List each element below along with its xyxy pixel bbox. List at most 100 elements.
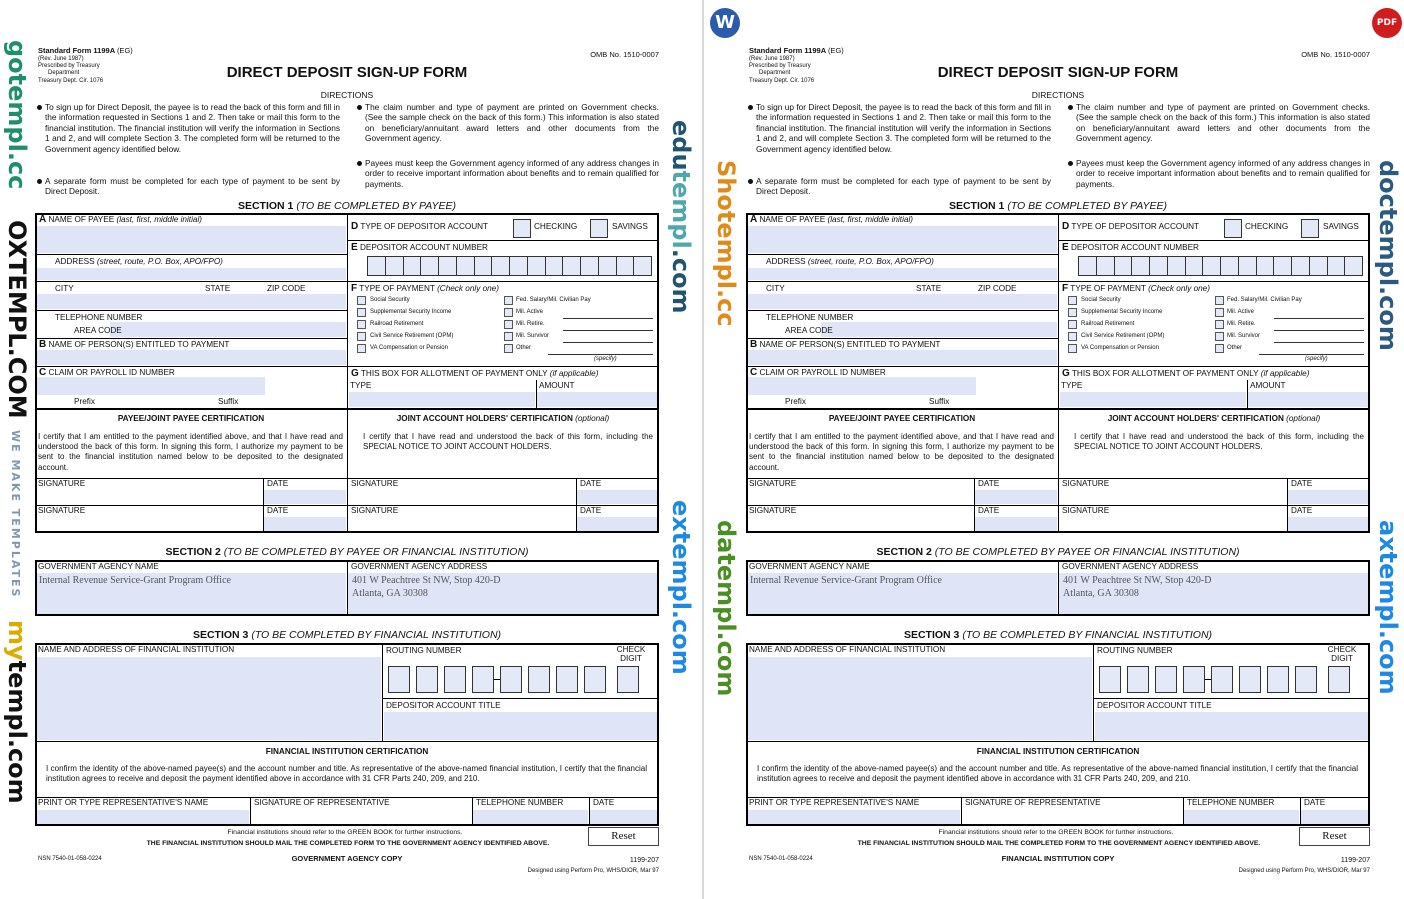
rep-name-field[interactable] <box>748 810 960 824</box>
rep-date-field[interactable] <box>590 810 658 824</box>
address-field[interactable] <box>748 268 1057 280</box>
mil-retire-line[interactable] <box>1274 330 1364 331</box>
entitled-persons-field[interactable] <box>37 350 346 365</box>
city-state-zip-field[interactable] <box>748 294 1057 309</box>
agency-name-field[interactable] <box>37 573 346 614</box>
mil-survivor-line[interactable] <box>563 342 653 343</box>
prefix-label: Prefix <box>785 397 806 406</box>
other-specify-line[interactable] <box>1259 354 1364 355</box>
agency-address-line2[interactable]: Atlanta, GA 30308 <box>1063 588 1139 599</box>
routing-digit[interactable] <box>1099 666 1121 693</box>
joint-date-field-2[interactable] <box>577 517 658 532</box>
payee-name-field[interactable] <box>748 226 1057 253</box>
agency-address-line1[interactable]: 401 W Peachtree St NW, Stop 420-D <box>1063 575 1212 586</box>
agency-name-value[interactable]: Internal Revenue Service-Grant Program O… <box>750 575 942 586</box>
allotment-type-field[interactable] <box>349 392 535 407</box>
allotment-type-field[interactable] <box>1060 392 1246 407</box>
fi-name-field[interactable] <box>748 657 1092 740</box>
payment-checkbox[interactable] <box>1068 308 1077 317</box>
routing-digit[interactable] <box>1295 666 1317 693</box>
routing-digit[interactable] <box>1155 666 1177 693</box>
payment-checkbox[interactable] <box>357 308 366 317</box>
account-number-input[interactable] <box>1078 256 1363 276</box>
agency-name-field[interactable] <box>748 573 1057 614</box>
routing-digit[interactable] <box>1211 666 1233 693</box>
allotment-amount-field[interactable] <box>1248 392 1369 407</box>
routing-digit[interactable] <box>528 666 550 693</box>
payment-checkbox[interactable] <box>357 296 366 305</box>
fi-name-field[interactable] <box>37 657 381 740</box>
check-digit-input[interactable] <box>1328 666 1350 693</box>
routing-digit[interactable] <box>556 666 578 693</box>
other-specify-line[interactable] <box>548 354 653 355</box>
payment-checkbox[interactable] <box>1215 320 1224 329</box>
entitled-persons-field[interactable] <box>748 350 1057 365</box>
payment-checkbox[interactable] <box>504 296 513 305</box>
payment-checkbox[interactable] <box>1215 332 1224 341</box>
routing-digit[interactable] <box>1239 666 1261 693</box>
checking-checkbox[interactable] <box>513 219 531 238</box>
account-title-field[interactable] <box>1095 712 1369 740</box>
rep-name-field[interactable] <box>37 810 249 824</box>
payment-checkbox[interactable] <box>1215 344 1224 353</box>
mil-retire-line[interactable] <box>563 330 653 331</box>
routing-digit[interactable] <box>472 666 494 693</box>
telephone-field[interactable] <box>821 322 1057 337</box>
telephone-field[interactable] <box>110 322 346 337</box>
agency-name-value[interactable]: Internal Revenue Service-Grant Program O… <box>39 575 231 586</box>
rep-telephone-field[interactable] <box>473 810 588 824</box>
checking-checkbox[interactable] <box>1224 219 1242 238</box>
payment-checkbox[interactable] <box>1215 308 1224 317</box>
payment-checkbox[interactable] <box>1068 344 1077 353</box>
allotment-amount-field[interactable] <box>537 392 658 407</box>
mil-active-line[interactable] <box>1274 318 1364 319</box>
joint-date-field[interactable] <box>1288 490 1369 504</box>
reset-button[interactable]: Reset <box>588 827 659 846</box>
address-field[interactable] <box>37 268 346 280</box>
routing-digit[interactable] <box>500 666 522 693</box>
payee-name-field[interactable] <box>37 226 346 253</box>
payment-checkbox[interactable] <box>1068 332 1077 341</box>
routing-digit[interactable] <box>1183 666 1205 693</box>
rep-telephone-field[interactable] <box>1184 810 1299 824</box>
joint-date-field-2[interactable] <box>1288 517 1369 532</box>
payment-checkbox[interactable] <box>1068 296 1077 305</box>
payment-checkbox[interactable] <box>357 344 366 353</box>
routing-digit[interactable] <box>444 666 466 693</box>
routing-digit[interactable] <box>388 666 410 693</box>
reset-button[interactable]: Reset <box>1299 827 1370 846</box>
check-digit-input[interactable] <box>617 666 639 693</box>
payment-checkbox[interactable] <box>1215 296 1224 305</box>
rule-line <box>746 310 1058 311</box>
mil-survivor-line[interactable] <box>1274 342 1364 343</box>
account-title-field[interactable] <box>384 712 658 740</box>
routing-digit[interactable] <box>1267 666 1289 693</box>
payment-checkbox[interactable] <box>357 320 366 329</box>
savings-checkbox[interactable] <box>590 219 608 238</box>
payment-checkbox[interactable] <box>504 344 513 353</box>
payee-date-field[interactable] <box>264 490 346 504</box>
payment-checkbox[interactable] <box>1068 320 1077 329</box>
routing-digit[interactable] <box>416 666 438 693</box>
agency-address-field[interactable] <box>1059 573 1369 614</box>
payment-checkbox[interactable] <box>504 332 513 341</box>
savings-checkbox[interactable] <box>1301 219 1319 238</box>
payee-date-field-2[interactable] <box>264 517 346 532</box>
payment-checkbox[interactable] <box>504 308 513 317</box>
joint-date-field[interactable] <box>577 490 658 504</box>
rep-date-field[interactable] <box>1301 810 1369 824</box>
account-number-input[interactable] <box>367 256 652 276</box>
agency-address-line1[interactable]: 401 W Peachtree St NW, Stop 420-D <box>352 575 501 586</box>
agency-address-field[interactable] <box>348 573 658 614</box>
payment-checkbox[interactable] <box>504 320 513 329</box>
city-state-zip-field[interactable] <box>37 294 346 309</box>
claim-id-field[interactable] <box>37 377 265 395</box>
payment-checkbox[interactable] <box>357 332 366 341</box>
routing-digit[interactable] <box>584 666 606 693</box>
mil-active-line[interactable] <box>563 318 653 319</box>
routing-digit[interactable] <box>1127 666 1149 693</box>
claim-id-field[interactable] <box>748 377 976 395</box>
agency-address-line2[interactable]: Atlanta, GA 30308 <box>352 588 428 599</box>
payee-date-field-2[interactable] <box>975 517 1057 532</box>
payee-date-field[interactable] <box>975 490 1057 504</box>
